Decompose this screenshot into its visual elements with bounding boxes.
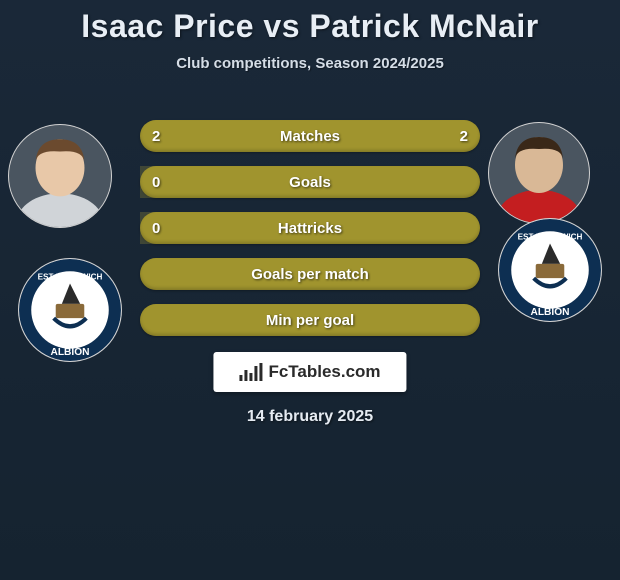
stat-label: Goals per match bbox=[140, 266, 480, 283]
stat-label: Matches bbox=[140, 128, 480, 145]
page-subtitle: Club competitions, Season 2024/2025 bbox=[0, 55, 620, 72]
stat-left-value: 2 bbox=[152, 128, 160, 145]
stat-left-value: 0 bbox=[152, 220, 160, 237]
stat-label: Hattricks bbox=[140, 220, 480, 237]
stat-bar: Hattricks0 bbox=[140, 212, 480, 244]
svg-text:EST BROMWICH: EST BROMWICH bbox=[38, 272, 103, 281]
page-title: Isaac Price vs Patrick McNair bbox=[0, 8, 620, 45]
club-badge: EST BROMWICH ALBION bbox=[18, 258, 122, 362]
stat-left-value: 0 bbox=[152, 174, 160, 191]
stat-bar: Goals per match bbox=[140, 258, 480, 290]
club-badge: EST BROMWICH ALBION bbox=[498, 218, 602, 322]
brand-text: FcTables.com bbox=[268, 362, 380, 382]
svg-text:EST BROMWICH: EST BROMWICH bbox=[518, 232, 583, 241]
date-label: 14 february 2025 bbox=[0, 408, 620, 426]
stats-bars: Matches22Goals0Hattricks0Goals per match… bbox=[140, 120, 480, 350]
svg-text:ALBION: ALBION bbox=[530, 307, 569, 318]
stat-label: Min per goal bbox=[140, 312, 480, 329]
stat-bar: Matches2 2 bbox=[140, 120, 480, 152]
stat-right-value: 2 bbox=[460, 128, 468, 145]
stat-bar: Min per goal bbox=[140, 304, 480, 336]
svg-text:ALBION: ALBION bbox=[50, 347, 89, 358]
player-avatar bbox=[8, 124, 112, 228]
chart-icon bbox=[239, 363, 262, 381]
stat-bar: Goals0 bbox=[140, 166, 480, 198]
brand-badge: FcTables.com bbox=[213, 352, 406, 392]
stat-label: Goals bbox=[140, 174, 480, 191]
player-avatar bbox=[488, 122, 590, 224]
